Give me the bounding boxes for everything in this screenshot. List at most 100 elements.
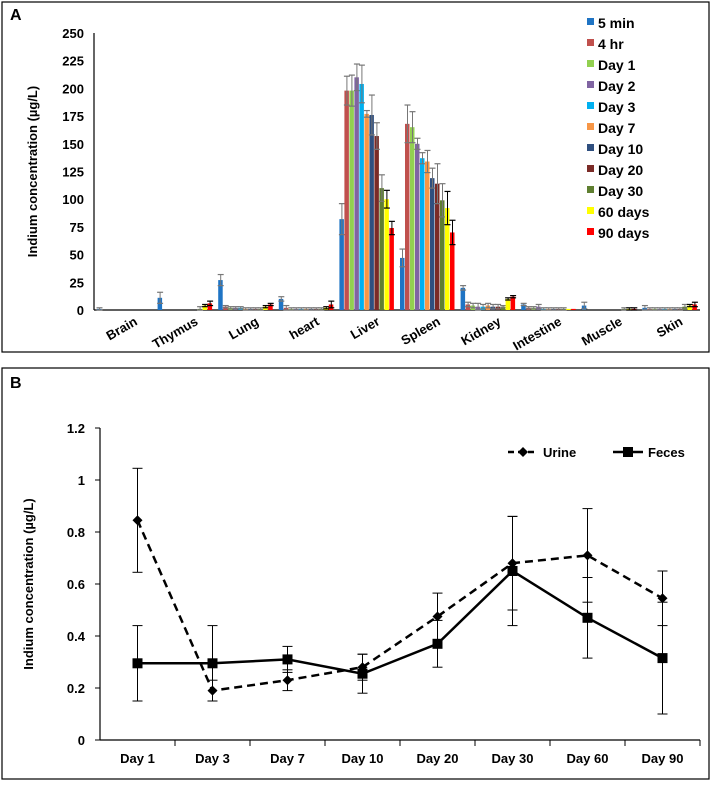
legend-label: 90 days [598, 225, 650, 241]
legend-label: 4 hr [598, 36, 624, 52]
bar [420, 158, 425, 310]
y-axis-label: Indium concentration (µg/L) [21, 498, 36, 669]
legend-label: Day 20 [598, 162, 643, 178]
bar [389, 228, 394, 310]
series-line-urine [136, 519, 664, 692]
y-tick-label: 250 [62, 26, 84, 41]
x-tick-label: Liver [348, 314, 382, 343]
legend-label: Day 30 [598, 183, 643, 199]
bar [435, 183, 440, 310]
x-tick-label: Thymus [150, 314, 201, 352]
panel-a-label: A [10, 7, 22, 24]
data-point [507, 566, 518, 576]
legend-swatch [587, 81, 594, 88]
data-point [432, 611, 443, 622]
legend-swatch [587, 207, 594, 214]
legend-swatch [587, 165, 594, 172]
bar [450, 232, 455, 310]
legend-label: Day 3 [598, 99, 636, 115]
panel-b-label: B [10, 375, 22, 392]
chart-a: 0 25 50 75 100 125 150 175 200 225 250 Indium conce… [25, 15, 700, 353]
bar [505, 298, 511, 310]
data-point [132, 658, 143, 669]
y-tick-label: 25 [70, 275, 84, 290]
bar [425, 161, 430, 310]
x-tick-label: Day 10 [342, 751, 384, 766]
x-tick-label: Day 1 [120, 751, 155, 766]
legend-swatch [587, 39, 594, 46]
x-tick-label: Muscle [579, 314, 625, 349]
bar [278, 298, 284, 310]
chart-b: 0 0.2 0.4 0.6 0.8 1 1.2 Indium concentration (µ… [21, 421, 701, 766]
legend-label: Urine [543, 445, 576, 460]
x-tick-label: Day 3 [195, 751, 230, 766]
x-tick-label: Intestine [510, 314, 564, 354]
y-tick-label: 175 [62, 109, 84, 124]
legend-swatch [587, 186, 594, 193]
bar [571, 308, 576, 310]
data-point [657, 653, 668, 664]
data-point [207, 658, 218, 669]
bar [384, 199, 389, 310]
data-point [132, 515, 143, 526]
data-point [357, 668, 368, 679]
bar [349, 90, 354, 310]
x-tick-label: Day 30 [492, 751, 534, 766]
bar [202, 305, 208, 310]
bar [359, 83, 364, 310]
bar [400, 257, 405, 310]
bar [339, 219, 344, 310]
bar [354, 77, 359, 310]
bar [445, 208, 450, 310]
x-tick-label: Day 60 [567, 751, 609, 766]
data-point [657, 593, 668, 604]
x-tick-label: heart [287, 313, 323, 342]
y-tick-label: 1 [78, 473, 85, 488]
y-tick-label: 0.8 [67, 525, 85, 540]
bar [268, 304, 273, 310]
bar [379, 188, 384, 310]
bar [510, 296, 516, 310]
panel-b-border [1, 367, 710, 780]
y-axis-label: Indium concentration (µg/L) [25, 86, 40, 257]
y-tick-label: 0.2 [67, 681, 85, 696]
legend-label: Day 7 [598, 120, 636, 136]
legend-label: Day 1 [598, 57, 636, 73]
y-tick-label: 0 [78, 733, 85, 748]
x-tick-label: Brain [104, 314, 140, 344]
y-tick-label: 0.6 [67, 577, 85, 592]
data-point [432, 638, 443, 649]
bar [374, 136, 379, 310]
bar [344, 90, 349, 310]
x-tick-label: Spleen [398, 314, 442, 348]
legend-swatch [587, 60, 594, 67]
legend-marker [518, 447, 528, 457]
y-tick-label: 1.2 [67, 421, 85, 436]
y-tick-label: 200 [62, 81, 84, 96]
x-tick-label: Day 7 [270, 751, 305, 766]
bar [415, 143, 420, 310]
y-tick-label: 0 [77, 303, 84, 318]
legend-label: Day 10 [598, 141, 643, 157]
bar [405, 123, 410, 310]
bar [364, 113, 369, 310]
data-point [582, 612, 593, 623]
legend-label: Day 2 [598, 78, 636, 94]
data-point [582, 550, 593, 561]
legend-label: Feces [648, 445, 685, 460]
y-tick-label: 50 [70, 248, 84, 263]
x-tick-label: Day 20 [417, 751, 459, 766]
y-tick-label: 150 [62, 137, 84, 152]
data-point [282, 654, 293, 665]
legend-label: 60 days [598, 204, 650, 220]
bar [460, 287, 466, 310]
legend-swatch [587, 102, 594, 109]
bar [218, 280, 223, 310]
y-tick-label: 0.4 [67, 629, 86, 644]
panel-a-border [1, 1, 710, 353]
bar [440, 200, 445, 310]
legend-swatch [587, 228, 594, 235]
legend-swatch [587, 18, 594, 25]
